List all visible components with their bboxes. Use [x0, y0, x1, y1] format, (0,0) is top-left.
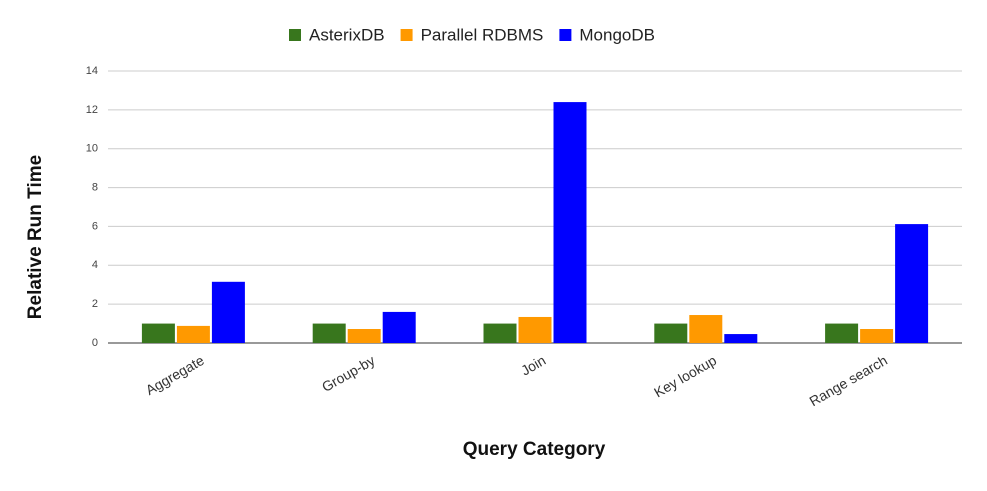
- bar: [654, 323, 688, 343]
- bar: [895, 224, 929, 343]
- legend-label: MongoDB: [579, 25, 655, 44]
- x-tick-label: Range search: [806, 352, 889, 409]
- bar: [518, 316, 552, 343]
- x-tick-label: Join: [518, 352, 548, 379]
- y-tick-label: 12: [86, 104, 98, 116]
- y-axis-title: Relative Run Time: [25, 155, 46, 319]
- y-tick-label: 2: [92, 298, 98, 310]
- bar: [724, 334, 758, 343]
- legend-swatch: [400, 29, 413, 41]
- x-tick-label: Key lookup: [651, 352, 719, 401]
- bar: [347, 329, 381, 343]
- legend-swatch: [559, 29, 572, 41]
- y-tick-label: 14: [86, 65, 98, 77]
- x-tick-label: Aggregate: [143, 352, 207, 398]
- y-tick-label: 6: [92, 220, 98, 232]
- legend-label: AsterixDB: [309, 25, 385, 44]
- y-tick-label: 8: [92, 181, 98, 193]
- bar: [860, 329, 894, 343]
- bar: [141, 323, 175, 343]
- legend-label: Parallel RDBMS: [421, 25, 544, 44]
- bar: [825, 323, 859, 343]
- bar: [211, 281, 245, 343]
- bar: [553, 102, 587, 343]
- y-tick-label: 4: [92, 259, 98, 271]
- bar: [382, 311, 416, 343]
- y-tick-label: 10: [86, 143, 98, 155]
- bar: [689, 315, 723, 343]
- bar: [176, 325, 210, 343]
- x-tick-label: Group-by: [319, 352, 378, 395]
- x-axis-title: Query Category: [463, 439, 606, 460]
- y-tick-label: 0: [92, 337, 98, 349]
- bar: [483, 323, 517, 343]
- legend-swatch: [289, 29, 301, 41]
- bar: [312, 323, 346, 343]
